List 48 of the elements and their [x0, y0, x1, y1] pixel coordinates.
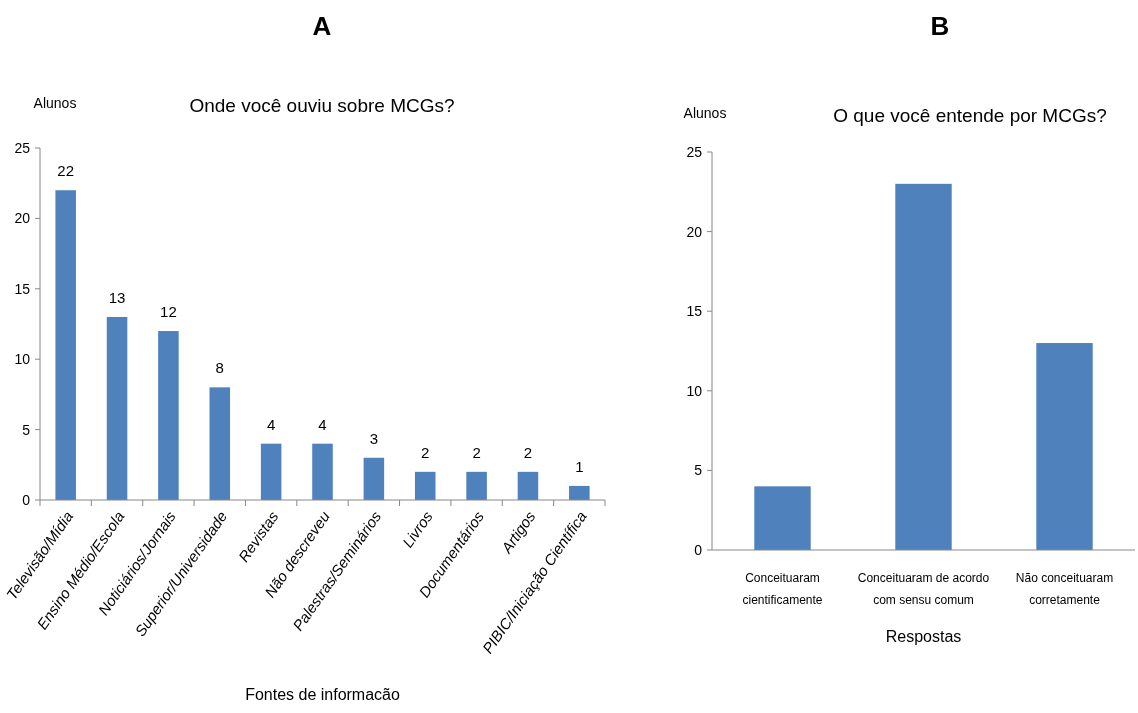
bar	[158, 331, 179, 500]
x-axis-title: Respostas	[885, 628, 962, 645]
data-label: 13	[108, 288, 126, 306]
bar	[569, 485, 590, 500]
bar	[363, 457, 385, 500]
x-axis-title: Fontes de informacão	[245, 686, 400, 703]
data-label: 2	[523, 443, 533, 461]
bar	[414, 471, 436, 500]
x-tick-label: Conceituaram de acordo com sensu comum	[857, 571, 990, 607]
bar	[895, 183, 952, 550]
y-tick-label: 20	[686, 223, 703, 240]
y-tick-label: 10	[14, 351, 31, 368]
bar	[260, 443, 282, 500]
bar	[312, 443, 333, 500]
data-label: 2	[421, 443, 430, 461]
y-tick-label: 25	[686, 143, 703, 160]
y-tick-label: 15	[686, 303, 703, 320]
chart-subtitle: O que você entende por MCGs?	[833, 105, 1107, 126]
data-label: 4	[266, 415, 276, 433]
chart-subtitle: Onde você ouviu sobre MCGs?	[189, 95, 455, 116]
y-tick-label: 15	[14, 280, 31, 297]
data-label: 8	[215, 359, 224, 377]
y-axis-title: Alunos	[33, 95, 77, 111]
y-tick-label: 25	[14, 139, 31, 156]
y-tick-label: 5	[694, 462, 703, 479]
data-label: 2	[472, 443, 481, 461]
data-label: 4	[318, 415, 327, 433]
chart-title: A	[312, 11, 332, 41]
bar	[754, 486, 811, 550]
data-label: 3	[369, 429, 379, 447]
y-tick-label: 0	[694, 541, 703, 558]
y-tick-label: 0	[22, 491, 31, 508]
data-label: 1	[575, 457, 584, 475]
data-label: 22	[57, 162, 75, 180]
y-tick-label: 10	[686, 382, 703, 399]
bar	[517, 471, 539, 500]
bar	[106, 316, 128, 500]
y-tick-label: 5	[22, 421, 31, 438]
data-label: 12	[160, 303, 177, 321]
bar	[209, 387, 231, 500]
x-tick-label: Não conceituaram corretamente	[1015, 571, 1114, 607]
bar	[55, 190, 76, 500]
bar	[1036, 343, 1093, 550]
y-axis-title: Alunos	[683, 105, 727, 121]
x-tick-label: Conceituaram cientificamente	[742, 571, 823, 607]
bar	[466, 471, 487, 500]
chart-title: B	[930, 11, 950, 41]
y-tick-label: 20	[14, 210, 31, 227]
